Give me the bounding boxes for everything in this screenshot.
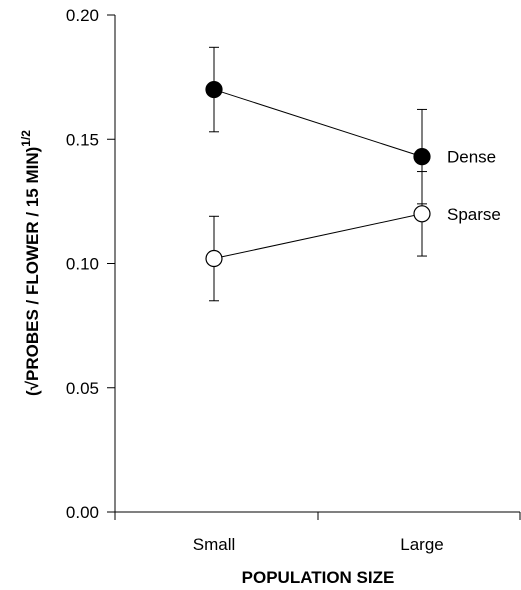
series-layer: Dense Sparse [205, 46, 501, 302]
x-tick-label: Large [400, 535, 443, 554]
y-tick-label: 0.10 [66, 255, 99, 274]
series-label: Dense [447, 148, 496, 167]
x-tick-label: Small [193, 535, 236, 554]
axes [114, 15, 520, 513]
data-point [413, 205, 431, 223]
y-axis-title-superscript: 1/2 [19, 130, 33, 147]
y-axis-title-main: (√PROBES / FLOWER / 15 MIN) [23, 147, 42, 396]
data-point [413, 148, 431, 166]
series-line [213, 213, 423, 260]
data-point [205, 249, 223, 268]
y-tick-label: 0.20 [66, 6, 99, 25]
data-point [205, 80, 223, 99]
x-axis-title: POPULATION SIZE [242, 568, 395, 587]
ticks: 0.00 0.05 0.10 0.15 0.20 Small Large [66, 6, 521, 554]
y-tick-label: 0.15 [66, 130, 99, 149]
y-tick-label: 0.05 [66, 379, 99, 398]
y-axis-title: (√PROBES / FLOWER / 15 MIN)1/2 [19, 130, 42, 396]
series-line [213, 89, 423, 158]
series-label: Sparse [447, 205, 501, 224]
y-tick-label: 0.00 [66, 503, 99, 522]
